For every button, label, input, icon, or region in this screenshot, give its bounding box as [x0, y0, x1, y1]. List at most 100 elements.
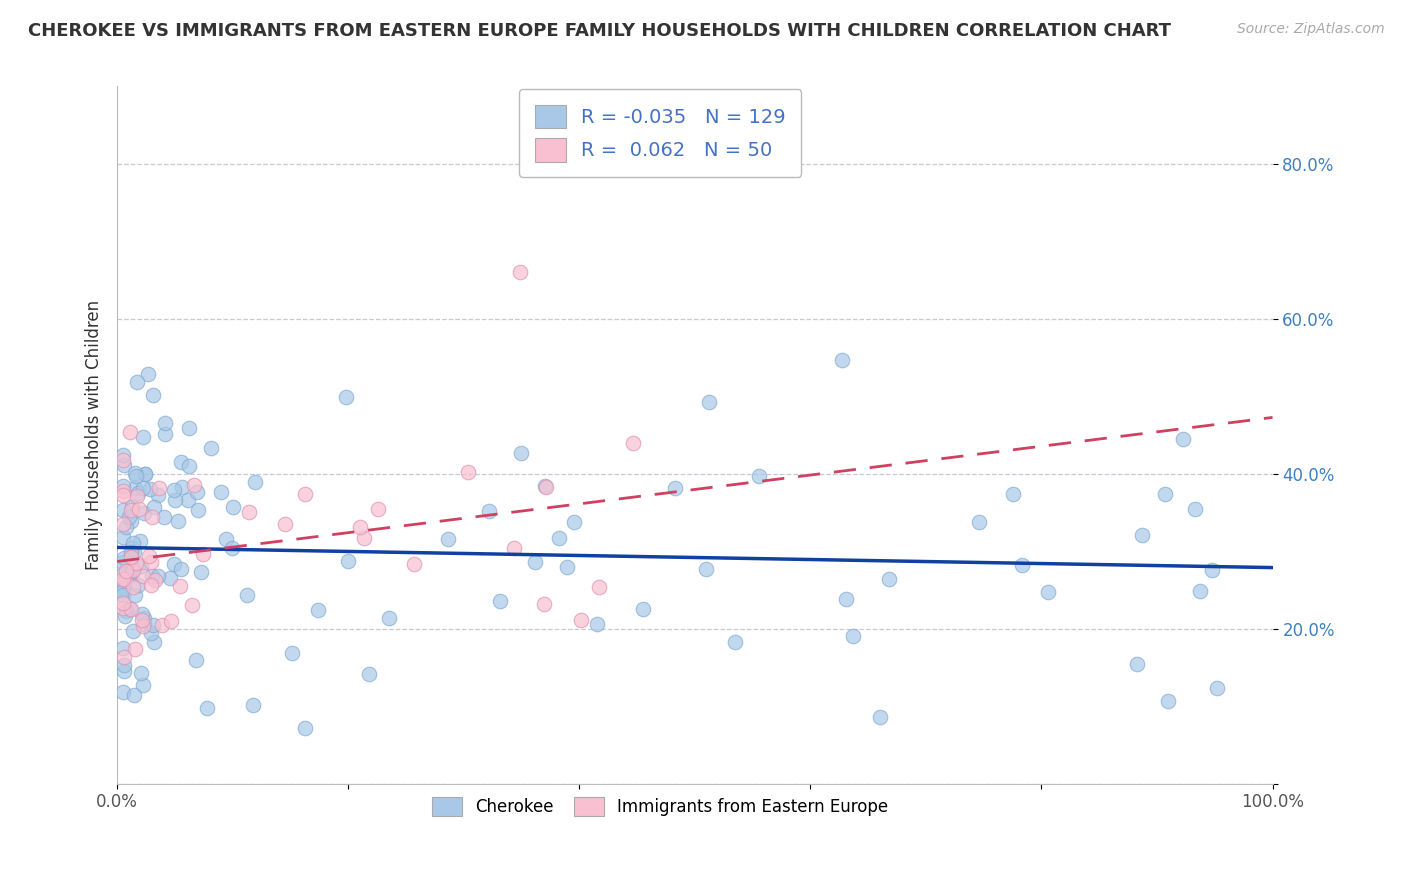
Point: [112, 658, 135, 673]
Point: [555, 559, 578, 574]
Point: [120, 601, 142, 615]
Point: [165, 493, 187, 508]
Point: [111, 582, 134, 596]
Point: [112, 664, 135, 678]
Point: [134, 506, 156, 520]
Point: [1011, 558, 1033, 572]
Point: [124, 544, 146, 558]
Point: [1205, 681, 1227, 696]
Point: [367, 502, 389, 516]
Point: [127, 486, 149, 500]
Point: [307, 603, 329, 617]
Point: [169, 579, 191, 593]
Point: [503, 541, 526, 555]
Point: [121, 500, 143, 514]
Point: [129, 559, 152, 574]
Point: [242, 698, 264, 712]
Point: [115, 564, 138, 578]
Point: [353, 531, 375, 545]
Point: [160, 614, 183, 628]
Point: [877, 572, 900, 586]
Point: [128, 501, 150, 516]
Point: [967, 515, 990, 529]
Point: [1154, 487, 1177, 501]
Point: [112, 650, 135, 665]
Point: [124, 589, 146, 603]
Point: [170, 562, 193, 576]
Point: [127, 578, 149, 592]
Point: [121, 563, 143, 577]
Point: [141, 578, 163, 592]
Point: [1157, 694, 1180, 708]
Point: [1130, 528, 1153, 542]
Point: [569, 613, 592, 627]
Point: [1189, 583, 1212, 598]
Point: [131, 678, 153, 692]
Point: [842, 629, 865, 643]
Point: [118, 602, 141, 616]
Point: [869, 710, 891, 724]
Point: [1036, 584, 1059, 599]
Point: [489, 593, 512, 607]
Point: [1002, 487, 1025, 501]
Point: [534, 480, 557, 494]
Point: [124, 556, 146, 570]
Point: [131, 618, 153, 632]
Point: [1173, 432, 1195, 446]
Point: [124, 481, 146, 495]
Point: [129, 665, 152, 680]
Point: [831, 353, 853, 368]
Point: [142, 617, 165, 632]
Point: [111, 483, 134, 498]
Text: Source: ZipAtlas.com: Source: ZipAtlas.com: [1237, 22, 1385, 37]
Point: [111, 572, 134, 586]
Point: [138, 549, 160, 564]
Point: [111, 516, 134, 531]
Point: [121, 541, 143, 556]
Point: [120, 425, 142, 439]
Point: [112, 551, 135, 566]
Point: [633, 601, 655, 615]
Point: [534, 479, 557, 493]
Point: [111, 584, 134, 599]
Point: [748, 469, 770, 483]
Point: [183, 478, 205, 492]
Point: [222, 500, 245, 514]
Point: [115, 605, 138, 619]
Point: [111, 555, 134, 569]
Point: [621, 435, 644, 450]
Point: [153, 510, 176, 524]
Point: [122, 536, 145, 550]
Point: [159, 571, 181, 585]
Point: [177, 420, 200, 434]
Point: [111, 596, 134, 610]
Point: [111, 453, 134, 467]
Point: [478, 504, 501, 518]
Point: [548, 531, 571, 545]
Point: [111, 503, 134, 517]
Point: [111, 641, 134, 656]
Text: CHEROKEE VS IMMIGRANTS FROM EASTERN EUROPE FAMILY HOUSEHOLDS WITH CHILDREN CORRE: CHEROKEE VS IMMIGRANTS FROM EASTERN EURO…: [28, 22, 1171, 40]
Point: [695, 562, 717, 576]
Point: [190, 565, 212, 579]
Point: [177, 458, 200, 473]
Point: [114, 609, 136, 624]
Point: [562, 516, 585, 530]
Point: [120, 503, 142, 517]
Point: [187, 502, 209, 516]
Point: [509, 265, 531, 279]
Point: [111, 684, 134, 698]
Point: [835, 591, 858, 606]
Point: [121, 550, 143, 565]
Point: [143, 573, 166, 587]
Point: [114, 573, 136, 587]
Point: [163, 558, 186, 572]
Point: [699, 394, 721, 409]
Point: [125, 489, 148, 503]
Point: [111, 478, 134, 492]
Legend: Cherokee, Immigrants from Eastern Europe: Cherokee, Immigrants from Eastern Europe: [423, 789, 897, 824]
Point: [221, 541, 243, 556]
Point: [148, 481, 170, 495]
Point: [170, 455, 193, 469]
Point: [215, 532, 238, 546]
